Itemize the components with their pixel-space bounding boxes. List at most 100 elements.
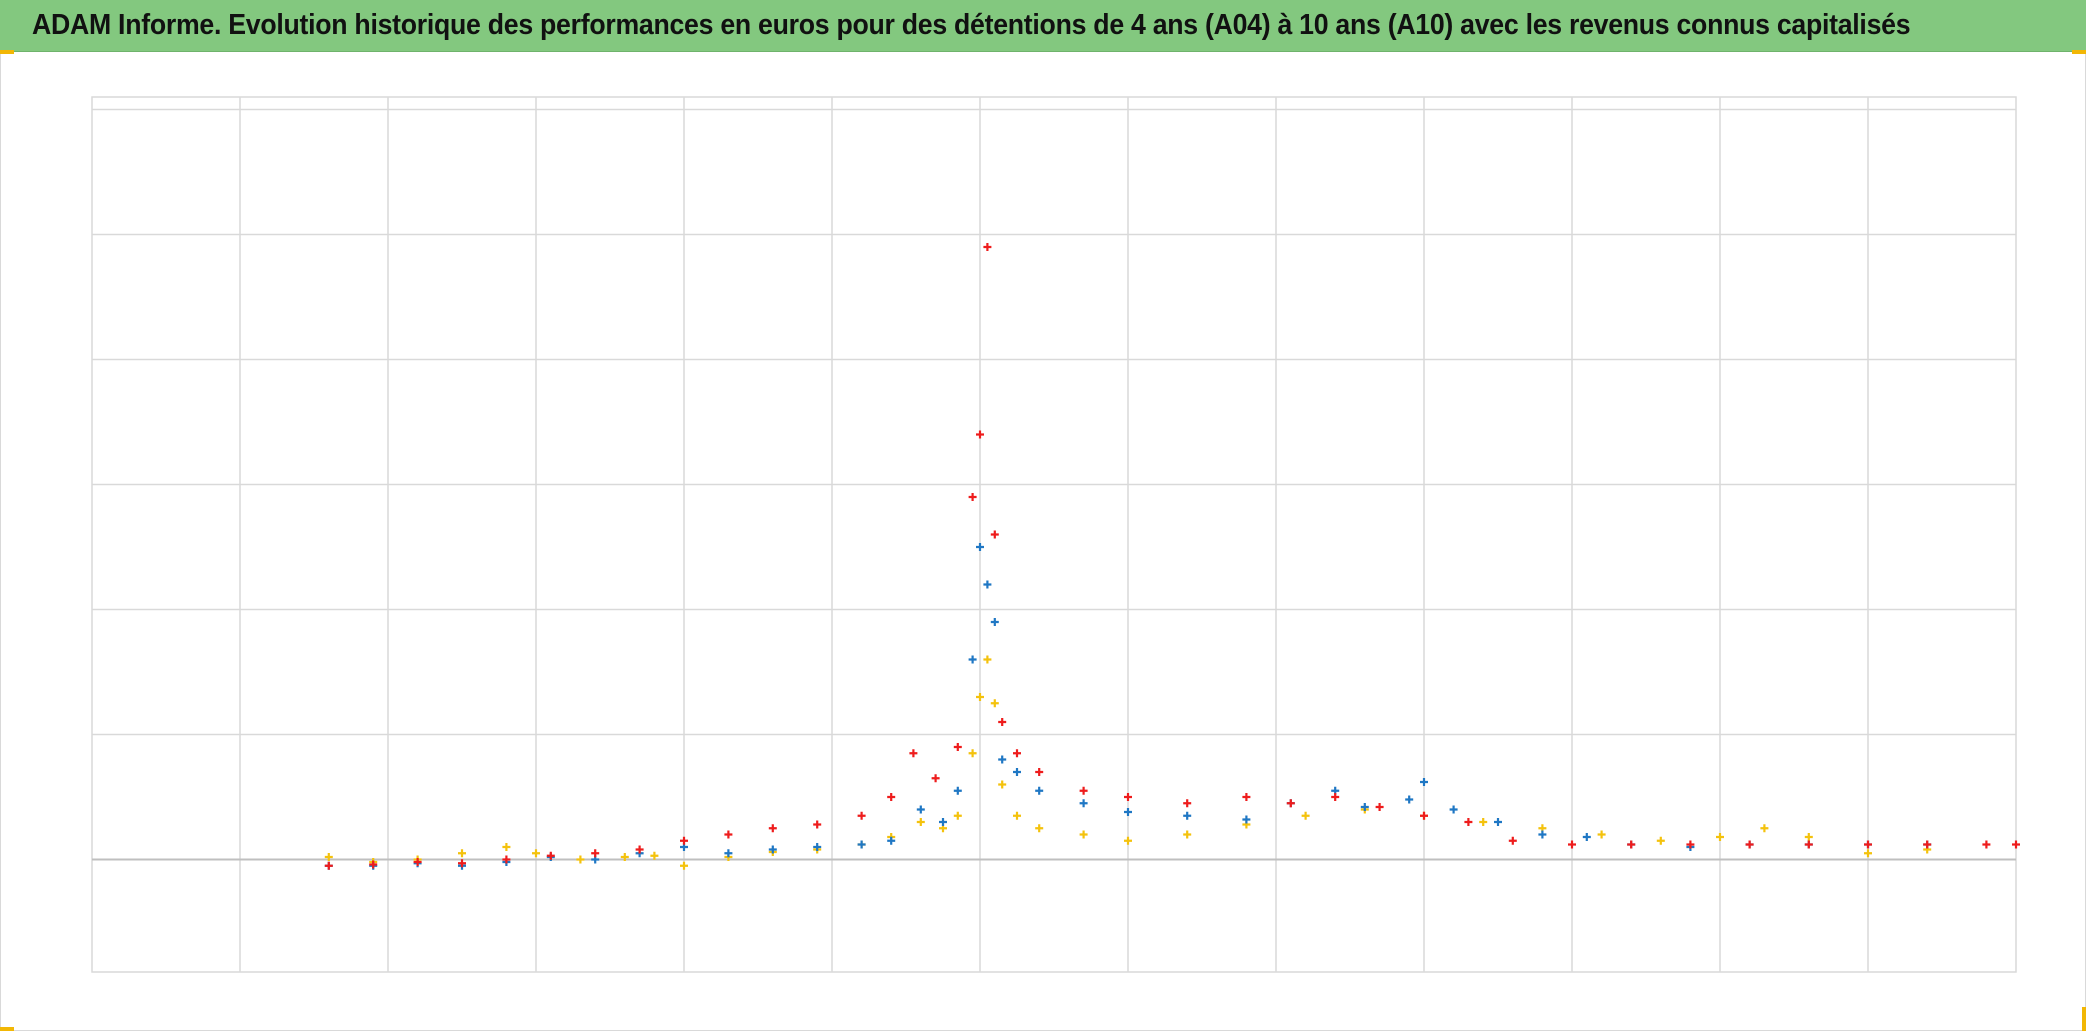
data-point: [887, 793, 896, 801]
data-point: [635, 845, 644, 854]
data-point: [324, 861, 333, 870]
chart-title: ADAM Informe. Evolution historique des p…: [32, 9, 1911, 41]
data-point: [1479, 818, 1488, 826]
data-point: [1864, 849, 1872, 858]
data-point: [324, 853, 333, 861]
data-point: [458, 859, 466, 868]
data-point: [909, 749, 918, 758]
data-point: [968, 493, 977, 501]
data-point: [369, 860, 378, 869]
data-point: [976, 693, 984, 701]
corner-mark-bottom-right: [2082, 1007, 2086, 1031]
data-point: [983, 655, 992, 664]
data-point: [1686, 840, 1695, 849]
data-point: [502, 855, 511, 864]
data-point: [1449, 805, 1458, 814]
data-point: [768, 845, 777, 854]
data-point: [953, 811, 962, 820]
data-point: [887, 836, 896, 845]
data-point: [1716, 833, 1724, 841]
data-point: [1582, 833, 1591, 841]
data-point: [1760, 824, 1769, 833]
data-point: [1405, 795, 1414, 804]
corner-mark-top-right: [2072, 50, 2086, 54]
data-point: [983, 580, 992, 589]
corner-mark-top-left: [0, 50, 14, 54]
series-2: [324, 243, 2020, 870]
data-point: [1286, 799, 1295, 808]
data-point: [650, 851, 659, 860]
data-point: [1360, 803, 1369, 811]
data-point: [1301, 811, 1310, 820]
data-point: [939, 818, 947, 826]
data-point: [931, 774, 940, 783]
data-point: [576, 855, 585, 864]
data-point: [546, 851, 555, 860]
data-point: [998, 780, 1007, 789]
data-point: [916, 805, 925, 814]
data-point: [768, 824, 777, 833]
data-point: [1013, 768, 1021, 776]
data-point: [1035, 786, 1044, 795]
series-layer: [324, 243, 2020, 870]
data-point: [990, 699, 999, 708]
data-point: [1375, 803, 1384, 811]
data-point: [998, 755, 1007, 764]
data-point: [1464, 818, 1473, 826]
data-point: [976, 543, 984, 551]
data-point: [1124, 836, 1132, 845]
data-point: [1420, 778, 1428, 786]
data-point: [857, 811, 866, 820]
data-point: [680, 836, 688, 845]
data-point: [2012, 840, 2020, 849]
data-point: [1538, 830, 1547, 839]
data-point: [532, 849, 540, 858]
data-point: [1494, 818, 1502, 826]
data-point: [620, 853, 629, 861]
data-point: [1331, 793, 1340, 801]
data-point: [724, 849, 733, 858]
data-point: [680, 861, 688, 870]
data-point: [1079, 830, 1088, 839]
data-point: [591, 849, 600, 858]
data-point: [1982, 840, 1991, 849]
data-point: [1013, 811, 1021, 820]
data-point: [1013, 749, 1021, 758]
data-point: [502, 843, 511, 851]
data-point: [983, 243, 992, 251]
data-point: [857, 840, 866, 849]
data-point: [990, 530, 999, 539]
data-point: [458, 849, 466, 858]
data-point: [953, 786, 962, 795]
grid-layer: [91, 96, 2017, 973]
data-point: [1035, 824, 1044, 833]
data-point: [968, 749, 977, 758]
data-point: [916, 818, 925, 826]
data-point: [1656, 836, 1665, 845]
data-point: [1079, 799, 1088, 808]
data-point: [813, 820, 822, 829]
data-point: [1242, 793, 1251, 801]
data-point: [998, 718, 1007, 726]
data-point: [1242, 815, 1251, 824]
data-point: [1079, 786, 1088, 795]
data-point: [1923, 840, 1932, 849]
data-point: [1864, 840, 1872, 849]
data-point: [1804, 840, 1813, 849]
data-point: [1183, 830, 1192, 839]
data-point: [1568, 840, 1576, 849]
data-point: [1508, 836, 1517, 845]
data-point: [1035, 768, 1044, 776]
data-point: [1124, 808, 1132, 816]
data-point: [1124, 793, 1132, 801]
data-point: [990, 618, 999, 626]
data-point: [1745, 840, 1754, 849]
data-point: [1627, 840, 1636, 849]
data-point: [413, 858, 422, 866]
plot-area-border: [91, 96, 2017, 973]
corner-mark-bottom-left: [0, 1027, 14, 1031]
data-point: [1804, 833, 1813, 841]
data-point: [976, 430, 984, 439]
data-point: [813, 843, 822, 851]
